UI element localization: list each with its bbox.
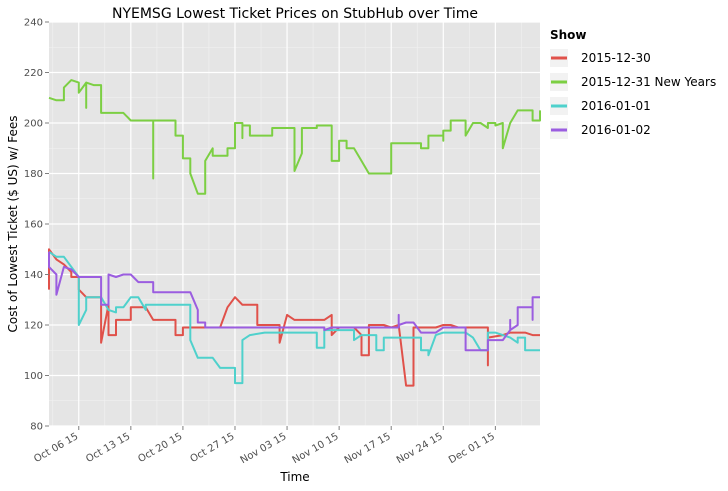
x-tick-label: Oct 13 15 [84,431,132,465]
x-tick-label: Oct 06 15 [32,431,80,465]
y-tick-label: 120 [24,321,43,332]
x-tick-label: Nov 10 15 [291,431,341,466]
y-axis-label: Cost of Lowest Ticket ($ US) w/ Fees [6,116,20,333]
y-tick-label: 180 [24,169,43,180]
legend-entry-label: 2015-12-31 New Years [581,75,716,89]
y-tick-label: 80 [30,422,43,433]
legend-entry-label: 2016-01-02 [581,123,651,137]
x-tick-label: Nov 24 15 [395,431,445,466]
x-tick-label: Oct 27 15 [188,431,236,465]
series-line-4 [48,251,540,352]
gridlines [49,21,540,427]
y-tick-label: 220 [24,68,43,79]
legend-title: Show [550,28,587,42]
series-line-2 [48,79,541,195]
y-tick-label: 140 [24,270,43,281]
x-axis-label: Time [279,470,309,484]
x-tick-label: Oct 20 15 [136,431,184,465]
legend-entry-label: 2016-01-01 [581,99,651,113]
series-lines [48,79,541,387]
x-tick-label: Nov 17 15 [343,431,393,466]
plot-panel [48,21,541,427]
x-axis: Oct 06 15 Oct 13 15 Oct 20 15 Oct 27 15 Nov … [32,426,497,466]
y-tick-label: 100 [24,371,43,382]
legend: Show 2015-12-30 2015-12-31 New Years 2016-… [550,28,716,139]
legend-entry-label: 2015-12-30 [581,51,651,65]
y-tick-label: 240 [24,18,43,29]
x-tick-label: Nov 03 15 [239,431,289,466]
y-axis: 80 100 120 140 160 180 200 220 240 [24,18,49,433]
chart-title: NYEMSG Lowest Ticket Prices on StubHub o… [112,6,478,22]
x-tick-label: Dec 01 15 [447,431,497,466]
y-tick-label: 160 [24,220,43,231]
y-tick-label: 200 [24,119,43,130]
